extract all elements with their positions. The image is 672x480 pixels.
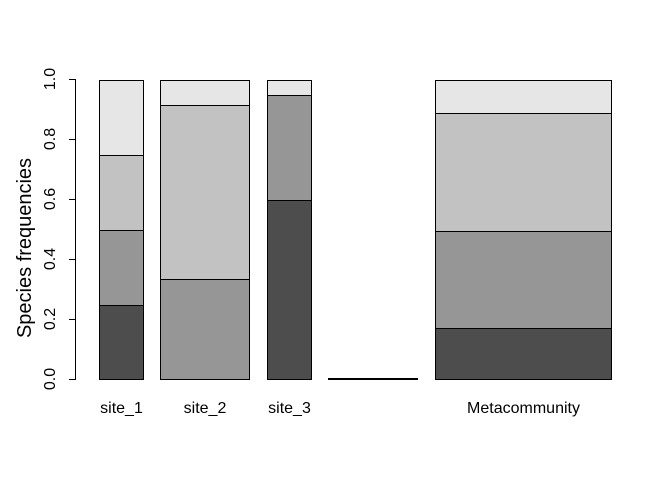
y-tick-label: 0.6 (38, 185, 64, 213)
y-tick-label: 0.0 (38, 365, 64, 393)
x-axis-label-site_3: site_3 (268, 400, 311, 417)
bar-site_2-segment-0 (160, 279, 250, 380)
x-axis-label-site_1: site_1 (100, 400, 143, 417)
y-axis-title-text: Species frequencies (14, 157, 37, 339)
y-tick-label-text: 1.0 (42, 67, 59, 91)
y-tick-label-text: 0.2 (42, 307, 59, 331)
bar-site_1-segment-2 (99, 155, 144, 231)
bar-site_3-segment-1 (267, 95, 312, 201)
bar-Metacommunity-segment-1 (435, 231, 612, 329)
bar-site_1-segment-1 (99, 230, 144, 306)
y-tick-label-text: 0.6 (42, 187, 59, 211)
bar-site_1-segment-3 (99, 80, 144, 156)
bar-site_3-segment-2 (267, 80, 312, 96)
bar-site_2-segment-2 (160, 80, 250, 106)
bar-Metacommunity-segment-0 (435, 328, 612, 380)
bar-Metacommunity-segment-3 (435, 80, 612, 114)
bar-site_1-segment-0 (99, 305, 144, 380)
y-axis-tick (69, 259, 76, 260)
y-tick-label: 0.8 (38, 125, 64, 153)
x-axis-label-site_2: site_2 (183, 400, 227, 417)
bar-Metacommunity-segment-2 (435, 113, 612, 232)
bar-site_3-segment-0 (267, 200, 312, 380)
y-tick-label: 0.2 (38, 305, 64, 333)
y-axis-tick (69, 379, 76, 380)
empty-bar-baseline (328, 378, 418, 380)
y-tick-label-text: 0.4 (42, 247, 59, 271)
bar-site_2-segment-1 (160, 105, 250, 280)
y-tick-label: 0.4 (38, 245, 64, 273)
y-tick-label-text: 0.8 (42, 127, 59, 151)
y-axis-tick (69, 79, 76, 80)
y-axis-tick (69, 199, 76, 200)
y-axis-tick (69, 139, 76, 140)
y-axis-tick (69, 319, 76, 320)
y-tick-label: 1.0 (38, 65, 64, 93)
x-axis-label-Metacommunity: Metacommunity (467, 400, 580, 417)
y-axis-line (75, 79, 76, 380)
y-tick-label-text: 0.0 (42, 367, 59, 391)
